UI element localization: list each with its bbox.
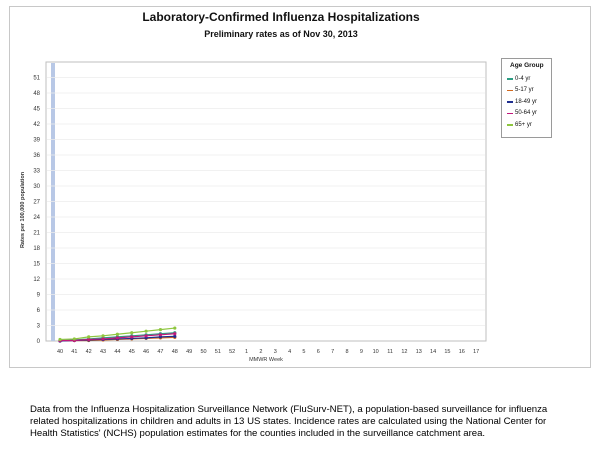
y-tick-label: 48 — [33, 91, 40, 97]
x-tick-label: 4 — [288, 349, 291, 355]
legend-entry: 18-49 yr — [507, 96, 551, 108]
data-point — [58, 337, 62, 342]
data-point — [158, 333, 163, 337]
x-tick-label: 2 — [259, 349, 262, 355]
legend-entry: 65+ yr — [507, 119, 551, 131]
y-tick-label: 24 — [33, 215, 40, 221]
x-tick-label: 13 — [416, 349, 422, 355]
x-tick-label: 12 — [401, 349, 407, 355]
x-tick-label: 14 — [430, 349, 436, 355]
data-point — [144, 334, 148, 338]
data-point — [130, 335, 134, 339]
x-tick-label: 11 — [387, 349, 393, 355]
x-tick-label: 10 — [373, 349, 379, 355]
data-point — [173, 334, 177, 338]
x-tick-label: 49 — [186, 349, 192, 355]
y-tick-label: 33 — [33, 169, 40, 175]
data-point — [72, 337, 76, 341]
footnote: Data from the Influenza Hospitalization … — [30, 404, 548, 439]
chart-subtitle: Preliminary rates as of Nov 30, 2013 — [204, 29, 358, 39]
x-tick-label: 7 — [331, 349, 334, 355]
y-tick-label: 3 — [37, 324, 41, 330]
x-tick-label: 40 — [57, 349, 63, 355]
data-point — [158, 328, 163, 332]
legend-entry: 5-17 yr — [507, 85, 551, 97]
data-point — [87, 335, 91, 339]
y-tick-label: 30 — [33, 184, 40, 190]
legend-label: 5-17 yr — [515, 87, 534, 94]
x-tick-label: 44 — [114, 349, 120, 355]
legend-swatch — [507, 112, 513, 114]
data-point — [173, 332, 177, 336]
legend-swatch — [507, 78, 513, 80]
y-tick-label: 51 — [33, 76, 40, 82]
y-axis-label: Rates per 100,000 population — [20, 171, 26, 248]
y-tick-label: 36 — [33, 153, 40, 159]
x-tick-label: 46 — [143, 349, 149, 355]
legend-label: 0-4 yr — [515, 75, 531, 82]
y-tick-label: 45 — [33, 107, 40, 113]
data-point — [115, 336, 119, 340]
x-tick-label: 52 — [229, 349, 235, 355]
x-tick-label: 50 — [200, 349, 206, 355]
data-point — [101, 334, 105, 338]
legend-swatch — [507, 101, 513, 103]
y-tick-label: 12 — [33, 277, 40, 283]
data-point — [101, 337, 105, 341]
y-tick-label: 18 — [33, 246, 40, 252]
legend-label: 65+ yr — [515, 121, 532, 128]
legend-title: Age Group — [510, 62, 544, 69]
legend: Age Group 0-4 yr 5-17 yr 18-49 yr 50-64 yr 6… — [501, 58, 552, 138]
x-tick-label: 1 — [245, 349, 248, 355]
x-tick-label: 8 — [345, 349, 348, 355]
y-tick-label: 0 — [37, 339, 41, 345]
legend-label: 18-49 yr — [515, 98, 538, 105]
x-tick-label: 16 — [459, 349, 465, 355]
data-point — [115, 332, 119, 336]
y-tick-label: 15 — [33, 262, 40, 268]
y-tick-label: 27 — [33, 200, 40, 206]
x-tick-label: 9 — [360, 349, 363, 355]
x-tick-label: 15 — [444, 349, 450, 355]
x-tick-label: 43 — [100, 349, 106, 355]
y-tick-label: 39 — [33, 138, 40, 144]
data-point — [130, 331, 134, 335]
data-point — [87, 337, 91, 342]
data-point — [144, 329, 148, 333]
x-tick-label: 51 — [215, 349, 221, 355]
x-tick-label: 5 — [302, 349, 305, 355]
data-point — [173, 326, 177, 330]
legend-label: 50-64 yr — [515, 110, 538, 117]
x-tick-label: 41 — [71, 349, 77, 355]
x-tick-label: 3 — [274, 349, 277, 355]
y-tick-label: 6 — [37, 308, 41, 314]
x-tick-label: 45 — [129, 349, 135, 355]
y-tick-label: 42 — [33, 122, 40, 128]
legend-swatch — [507, 89, 513, 91]
y-axis-bar — [51, 63, 55, 341]
x-tick-label: 42 — [86, 349, 92, 355]
legend-entry: 0-4 yr — [507, 73, 551, 85]
chart-title: Laboratory-Confirmed Influenza Hospitali… — [142, 10, 420, 24]
x-tick-label: 48 — [172, 349, 178, 355]
x-tick-label: 6 — [317, 349, 320, 355]
y-tick-label: 21 — [33, 231, 40, 237]
x-tick-label: 17 — [473, 349, 479, 355]
y-tick-label: 9 — [37, 293, 41, 299]
legend-swatch — [507, 124, 513, 126]
x-axis-label: MMWR Week — [249, 357, 283, 363]
x-tick-label: 47 — [157, 349, 163, 355]
legend-entry: 50-64 yr — [507, 108, 551, 120]
